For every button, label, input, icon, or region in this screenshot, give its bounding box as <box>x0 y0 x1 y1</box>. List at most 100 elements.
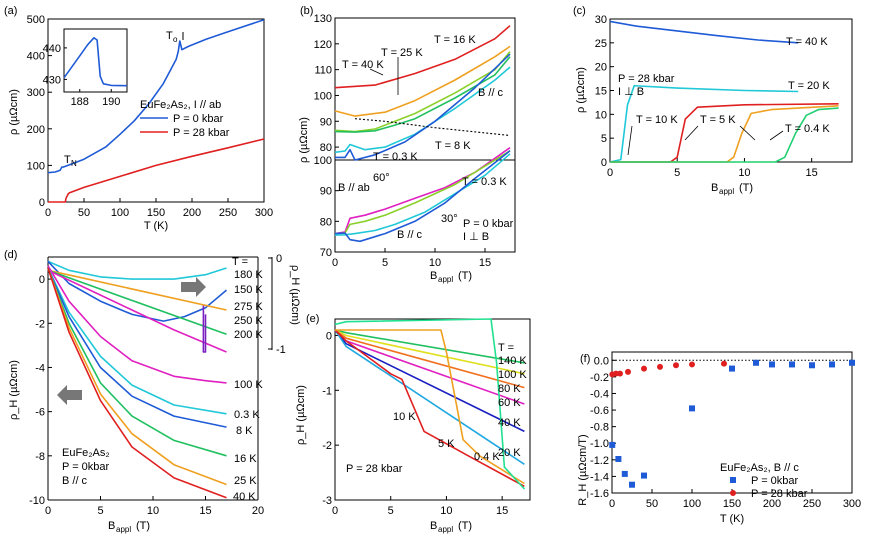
panel-f-point-square <box>689 405 695 412</box>
panel-e-ytick-label: -1 <box>322 385 332 397</box>
panel-f-point-circle <box>673 362 679 369</box>
panel-c-letter: (c) <box>573 5 586 17</box>
panel-e-ytick-label: -2 <box>322 440 332 452</box>
panel-c-label: T = 5 K <box>700 114 736 126</box>
panel-f-ytick-label: -1.4 <box>590 471 609 483</box>
panel-a-xtick-label: 0 <box>45 207 51 219</box>
panel-a-inset-line <box>63 36 128 87</box>
panel-c-leader <box>627 125 633 156</box>
panel-b-leader <box>369 68 384 76</box>
panel-e-xlabel-unit: (T) <box>458 520 472 532</box>
panel-b-top-series-line <box>354 118 511 137</box>
panel-b-bottom-series-line <box>334 153 511 236</box>
panel-d-series-line <box>47 267 227 499</box>
panel-c-label: T = 20 K <box>788 80 830 92</box>
panel-f-point-square <box>615 455 622 462</box>
panel-b-xtick-label: 0 <box>332 257 338 269</box>
left-arrow-icon <box>57 385 82 405</box>
panel-b-bottom-ytick-label: 80 <box>320 216 332 228</box>
panel-d-xtick-label: 5 <box>97 505 103 517</box>
panel-b-bottom-frame <box>334 159 516 253</box>
panel-f-point-square <box>621 470 628 477</box>
panel-d-series-line <box>47 265 227 384</box>
panel-d-series-line <box>47 269 227 336</box>
panel-d-xlabel-sub: appl <box>116 525 131 534</box>
panel-f-point-square <box>849 359 855 366</box>
panel-f-point-square <box>641 472 647 479</box>
panel-f-point-square <box>789 361 795 368</box>
panel-f-legend-marker <box>730 490 736 496</box>
panel-f-ylabel: R_H (µΩcm/T) <box>577 434 589 505</box>
panel-d-right-curve-label: 200 K <box>234 329 263 341</box>
panel-b-label: T = 0.3 K <box>373 151 418 163</box>
panel-b-label: T = 8 K <box>435 140 471 152</box>
panel-a-ytick-label: 100 <box>27 160 45 172</box>
panel-c-xtick-label: 0 <box>607 167 613 179</box>
panel-d-info: EuFe₂As₂ <box>62 447 110 459</box>
panel-b-label: 30° <box>441 213 458 225</box>
panel-a-xtick-label: 250 <box>219 207 237 219</box>
panel-a-xlabel: T (K) <box>144 220 168 232</box>
panel-a-ytick-label: 400 <box>27 51 45 63</box>
panel-a-ytick-label: 0 <box>39 197 45 209</box>
panel-a-series-line <box>47 18 265 174</box>
panel-d-right-ytick-label: -1 <box>276 344 286 356</box>
panel-c-ylabel: ρ (µΩcm) <box>575 67 587 113</box>
panel-d-right-ylabel: ρ_H (µΩcm) <box>289 265 301 325</box>
panel-c-leader <box>684 125 699 141</box>
panel-d-series-line <box>47 269 227 311</box>
panel-a-xtick-label: 200 <box>183 207 201 219</box>
panel-b-label: 60° <box>373 172 390 184</box>
panel-b-bottom-series-line <box>334 147 511 235</box>
panel-c-leader <box>739 125 756 141</box>
panel-a-legend-label: P = 0 kbar <box>173 113 224 125</box>
panel-c-xlabel-sub: appl <box>719 187 734 196</box>
panel-f-ytick-label: -0.6 <box>590 405 609 417</box>
panel-d-series-line <box>47 267 227 428</box>
panel-a-inset-xtick-label: 188 <box>71 96 89 108</box>
panel-d-right-curve-label: 275 K <box>234 301 263 313</box>
panel-e-label: 20 K <box>498 447 521 459</box>
panel-d-curve-label: 16 K <box>234 453 257 465</box>
panel-c-xlabel: B <box>711 182 718 194</box>
panel-d-ytick-label: -2 <box>35 318 45 330</box>
panel-d-ytick-label: -4 <box>35 362 45 374</box>
panel-e-label: 5 K <box>438 438 455 450</box>
panel-a-legend-label: P = 28 kbar <box>173 127 230 139</box>
panel-f-xtick-label: 250 <box>803 498 821 510</box>
panel-f-ytick-label: -1.2 <box>590 455 609 467</box>
panel-f-legend-label: P = 28 kbar <box>751 488 808 500</box>
panel-d-curve-label: 25 K <box>234 475 257 487</box>
panel-f-point-circle <box>641 365 647 372</box>
panel-f-legend-label: P = 0kbar <box>751 475 799 487</box>
panel-e-series-line <box>334 318 525 490</box>
panel-f-point-circle <box>625 368 631 375</box>
panel-d-xlabel-unit: (T) <box>136 520 150 532</box>
panel-a-xtick-label: 150 <box>147 207 165 219</box>
panel-b-bottom-ytick-label: 70 <box>320 247 332 259</box>
panel-b-top-series-line <box>334 25 511 89</box>
panel-b-top-ytick-label: 120 <box>314 39 332 51</box>
panel-c-label: T = 40 K <box>786 36 828 48</box>
panel-e-xlabel-sub: appl <box>438 525 453 534</box>
panel-b-top-ytick-label: 110 <box>314 65 332 77</box>
panel-f-ytick-label: -0.4 <box>590 388 609 400</box>
panel-d-series-line <box>47 267 227 486</box>
panel-d-info: B // c <box>62 475 88 487</box>
panel-b-bottom-ytick-label: 90 <box>320 186 332 198</box>
panel-a-annotation-to-sub: o <box>173 35 178 44</box>
panel-c-series-line <box>609 20 799 44</box>
panel-b-top-series-line <box>335 53 511 161</box>
panel-d-curve-label: 100 K <box>234 379 263 391</box>
panel-f-point-square <box>729 365 735 372</box>
panel-f-xtick-label: 150 <box>723 498 741 510</box>
panel-e-xtick-label: 15 <box>496 505 508 517</box>
panel-b-xtick-label: 10 <box>429 257 441 269</box>
panel-f-legend-title: EuFe₂As₂, B // c <box>720 462 799 474</box>
panel-d-series-line <box>47 269 227 353</box>
panel-f-ytick-label: 0.0 <box>594 355 609 367</box>
panel-a-ytick-label: 300 <box>27 87 45 99</box>
panel-b-label: B // ab <box>338 182 370 194</box>
panel-c-label: T = 10 K <box>636 114 678 126</box>
panel-b-top-ytick-label: 90 <box>320 116 332 128</box>
